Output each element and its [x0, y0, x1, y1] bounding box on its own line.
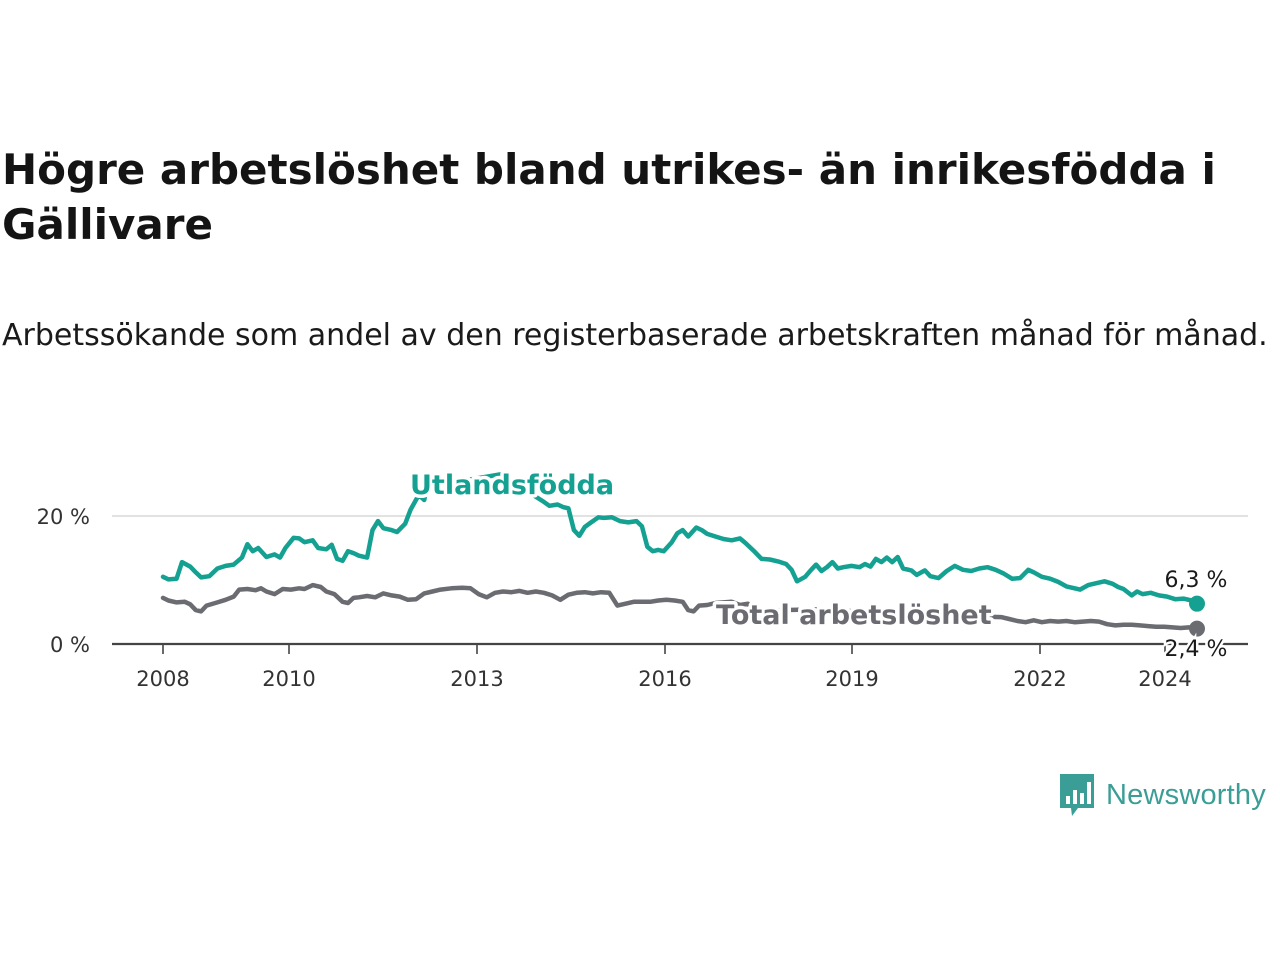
end-label-total: 2,4 % — [1165, 637, 1228, 662]
y-axis-labels: 0 % 20 % — [37, 505, 90, 657]
chart-title: Högre arbetslöshet bland utrikes- än inr… — [2, 145, 1216, 249]
brand-name: Newsworthy — [1106, 778, 1266, 811]
series-label-total: Total arbetslöshet — [716, 600, 992, 631]
series-labels: Utlandsfödda Total arbetslöshet 6,3 % 2,4 % — [407, 467, 1230, 665]
x-tick-label: 2008 — [136, 667, 189, 691]
line-chart: 0 % 20 % 2008 2010 2013 2016 2019 2022 2024 Utl… — [37, 467, 1248, 691]
chart-subtitle: Arbetssökande som andel av den registerb… — [2, 318, 1268, 353]
bar-chart-speech-bubble-icon — [1060, 774, 1094, 816]
x-tick-label: 2010 — [262, 667, 315, 691]
series-line-total — [160, 582, 1200, 631]
x-axis: 2008 2010 2013 2016 2019 2022 2024 — [112, 642, 1248, 691]
x-tick-label: 2013 — [450, 667, 503, 691]
brand-logo: Newsworthy — [1058, 772, 1266, 818]
x-tick-label: 2019 — [825, 667, 878, 691]
x-tick-label: 2022 — [1013, 667, 1066, 691]
end-label-utlandsfodda: 6,3 % — [1165, 568, 1228, 593]
x-tick-label: 2024 — [1138, 667, 1191, 691]
series-lines — [160, 472, 1205, 637]
x-tick-label: 2016 — [638, 667, 691, 691]
series-end-point — [1189, 620, 1205, 637]
series-end-point — [1189, 595, 1205, 612]
series-label-utlandsfodda: Utlandsfödda — [410, 470, 614, 501]
y-tick-label: 0 % — [50, 633, 90, 657]
series-line-utlandsfodda — [160, 472, 1200, 606]
y-tick-label: 20 % — [37, 505, 90, 529]
